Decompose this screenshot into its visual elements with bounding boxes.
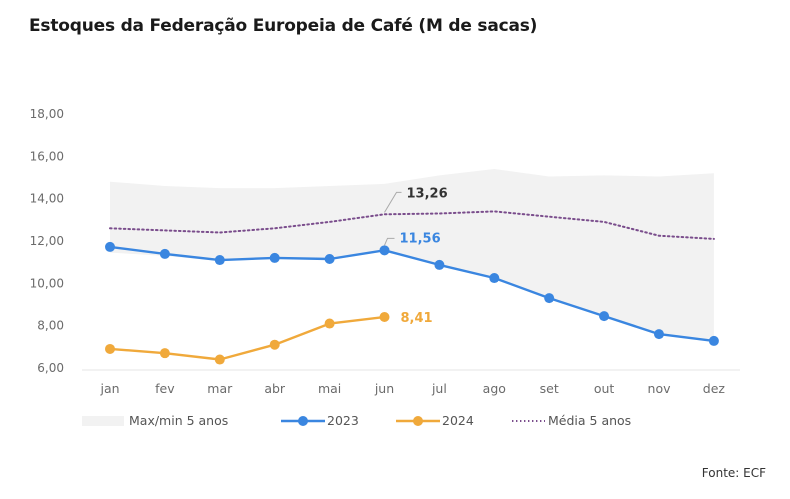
series-line [109,315,385,361]
leader-line [384,191,402,213]
legend-label: 2024 [442,413,474,428]
series-layer [105,210,719,365]
data-point [379,311,390,322]
legend-item-2023: 2023 [281,413,359,428]
max-min-band [110,169,714,341]
legend-item-media: Média 5 anos [512,413,631,428]
data-point [654,329,664,340]
data-point [214,354,225,365]
x-tick-label: set [540,381,559,396]
data-point [214,255,225,266]
data-point [105,241,115,252]
series-line [109,245,715,343]
legend-swatch-marker [413,416,423,426]
data-label-media: 13,26 [407,186,448,201]
legend-label: 2023 [327,413,359,428]
legend-item-2024: 2024 [396,413,474,428]
y-tick-label: 8,00 [37,319,64,333]
data-point [159,348,170,359]
data-point [434,259,445,270]
x-tick-label: out [594,381,615,396]
y-tick-label: 18,00 [30,107,64,121]
x-tick-label: mar [207,381,233,396]
x-tick-label: abr [264,381,286,396]
data-label-2024: 8,41 [401,311,433,326]
leader-line [384,237,395,246]
y-axis: 6,00 8,00 10,00 12,00 14,00 16,00 18,00 [30,107,64,375]
legend-swatch-band [82,416,124,426]
data-point [599,311,610,322]
data-point [324,318,335,329]
series-2024 [105,311,390,365]
x-tick-label: ago [483,381,506,396]
x-axis: jan fev mar abr mai jun jul ago set out nov dez [99,381,725,396]
series-média-5-anos [109,210,715,240]
max-min-band-layer [110,169,714,341]
x-tick-label: nov [648,381,672,396]
data-point [324,253,335,264]
data-label-2023: 11,56 [400,231,441,246]
chart-title: Estoques da Federação Europeia de Café (… [29,16,538,36]
y-tick-label: 12,00 [30,234,64,248]
y-tick-label: 6,00 [37,361,64,375]
y-tick-label: 10,00 [30,276,64,290]
x-tick-label: jun [374,381,394,396]
x-tick-label: mai [318,381,341,396]
legend-label: Max/min 5 anos [129,413,228,428]
legend-label: Média 5 anos [548,413,631,428]
x-tick-label: dez [703,381,726,396]
data-point [269,252,280,263]
legend: Max/min 5 anos 2023 2024 Média 5 anos [82,413,631,428]
data-labels: 13,26 11,56 8,41 [384,186,448,326]
data-point [544,293,555,304]
series-line [109,210,715,240]
y-tick-label: 14,00 [30,192,64,206]
x-tick-label: jan [99,381,119,396]
source-note: Fonte: ECF [701,466,766,480]
legend-item-max-min: Max/min 5 anos [82,413,228,428]
x-tick-label: jul [431,381,447,396]
data-point [269,339,280,350]
data-point [379,245,390,256]
series-2023 [105,241,719,346]
data-point [159,248,170,259]
x-tick-label: fev [155,381,175,396]
data-point [708,335,719,346]
legend-swatch-marker [298,416,308,426]
data-point [105,343,115,354]
y-tick-label: 16,00 [30,149,64,163]
data-point [489,273,500,284]
